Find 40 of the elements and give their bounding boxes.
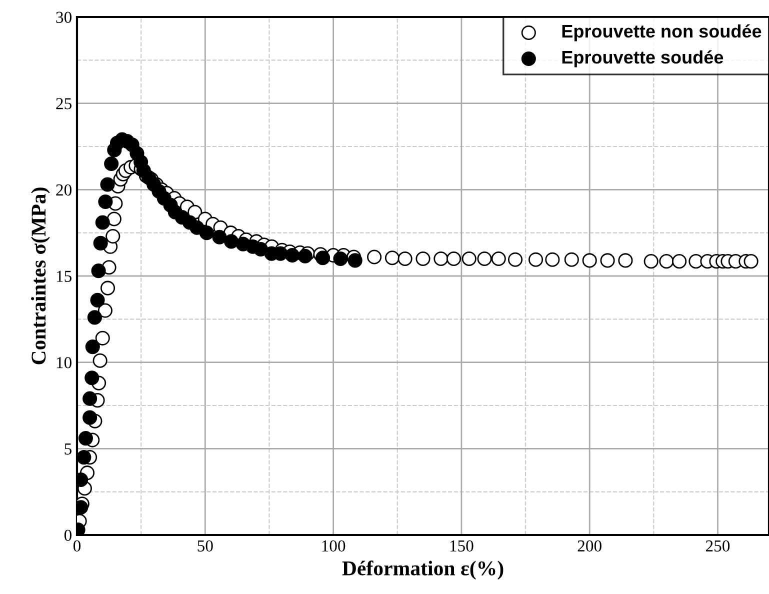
y-tick-label: 25 [56, 98, 72, 110]
point [253, 242, 268, 257]
point [82, 391, 98, 406]
point [224, 234, 239, 249]
point [78, 431, 93, 446]
x-tick-label: 0 [73, 540, 81, 552]
x-tick-label: 150 [450, 540, 474, 552]
x-axis-title: Déformation ε(%) [342, 560, 504, 580]
point [199, 226, 214, 240]
point [93, 236, 108, 250]
y-tick-label: 0 [64, 530, 72, 541]
y-axis-title: Contraintes σ(MPa) [31, 188, 50, 364]
x-tick-label: 250 [706, 540, 730, 552]
point [333, 251, 348, 266]
point [212, 230, 227, 244]
point [91, 264, 106, 278]
x-tick-label: 100 [322, 540, 346, 552]
point [104, 156, 119, 172]
y-tick-label: 10 [56, 357, 72, 368]
legend-label: Eprouvette soudée [562, 50, 724, 68]
y-tick-label: 15 [56, 270, 72, 282]
y-tick-label: 5 [64, 444, 72, 455]
point [95, 215, 110, 230]
point [85, 340, 100, 354]
point [82, 410, 98, 425]
point [285, 248, 300, 263]
point [84, 370, 100, 386]
point [90, 292, 105, 308]
legend-label: Eprouvette non soudée [562, 24, 762, 42]
point [348, 253, 362, 268]
point [87, 310, 102, 325]
point [100, 177, 115, 192]
point [98, 194, 113, 210]
point [77, 450, 92, 465]
x-tick-label: 200 [578, 540, 602, 552]
y-tick-label: 20 [56, 184, 72, 196]
x-tick-label: 50 [198, 540, 213, 552]
point [316, 250, 330, 266]
y-tick-label: 30 [56, 12, 72, 23]
point [298, 248, 312, 264]
